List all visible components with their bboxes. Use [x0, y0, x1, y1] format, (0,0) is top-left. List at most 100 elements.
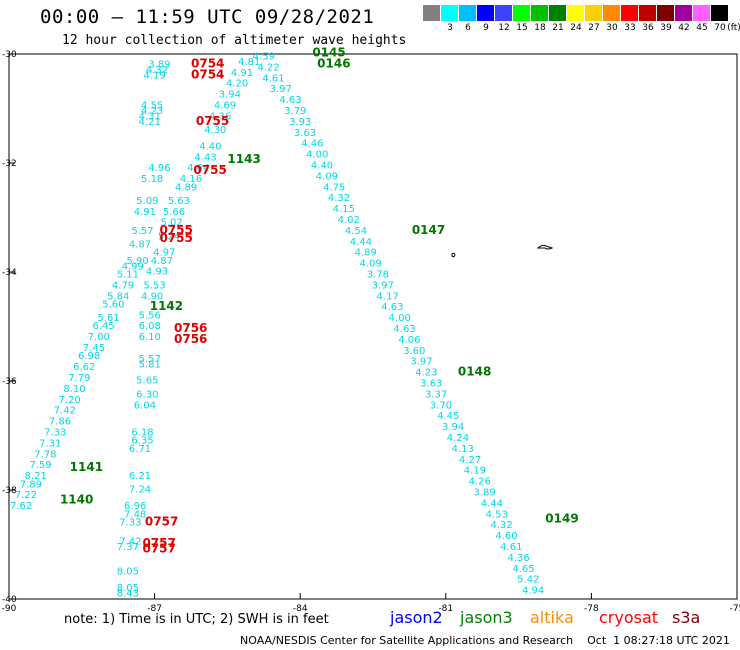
swh-value: 4.96: [148, 163, 170, 174]
swh-value: 4.54: [345, 226, 367, 237]
swh-value: 5.42: [517, 575, 539, 586]
swh-value: 7.00: [88, 332, 110, 343]
swh-value: 3.37: [425, 389, 447, 400]
swh-value: 6.62: [73, 362, 95, 373]
pass-time-label: 0755: [196, 114, 229, 128]
swh-value: 4.27: [459, 455, 481, 466]
swh-value: 7.62: [10, 501, 32, 512]
pass-time-label: 0146: [317, 57, 350, 71]
colorbar-swatch: [711, 5, 729, 21]
pass-time-label: 0754: [191, 57, 224, 71]
swh-value: 3.70: [430, 400, 452, 411]
swh-value: 4.32: [490, 520, 512, 531]
swh-value: 7.45: [83, 343, 105, 354]
swh-value: 7.33: [119, 517, 141, 528]
colorbar-swatch: [531, 5, 549, 21]
swh-value: 4.09: [359, 259, 381, 270]
pass-time-label: 0755: [159, 231, 192, 245]
swh-value: 4.32: [328, 193, 350, 204]
colorbar-label: 30: [606, 23, 618, 33]
swh-value: 6.35: [131, 436, 153, 447]
pass-time-label: 0756: [174, 332, 207, 346]
swh-value: 5.81: [139, 359, 161, 370]
lon-tick-label: -87: [147, 604, 162, 614]
swh-value: 5.18: [141, 174, 163, 185]
swh-value: 6.30: [136, 389, 158, 400]
swh-value: 6.96: [124, 501, 146, 512]
swh-value: 5.02: [160, 218, 182, 229]
swh-value: 4.24: [447, 433, 469, 444]
swh-value: 5.11: [117, 269, 139, 280]
pass-time-label: 0756: [174, 321, 207, 335]
colorbar-label: 15: [516, 23, 528, 33]
swh-value: 4.64: [187, 163, 209, 174]
swh-value: 8.05: [117, 566, 139, 577]
lat-tick-label: -36: [2, 377, 17, 387]
swh-tracks: 4.594.224.613.974.633.793.933.634.464.00…: [10, 51, 544, 599]
pass-time-label: 1140: [60, 493, 93, 507]
island-outline: [536, 244, 554, 250]
swh-value: 4.60: [495, 531, 517, 542]
pass-time-label: 0149: [545, 512, 578, 526]
coastline-islands: [451, 244, 554, 258]
swh-value: 4.87: [129, 239, 151, 250]
swh-value: 6.10: [139, 332, 161, 343]
swh-value: 4.16: [180, 174, 202, 185]
swh-value: 4.65: [512, 564, 534, 575]
swh-value: 4.00: [389, 313, 411, 324]
swh-value: 5.56: [139, 310, 161, 321]
swh-value: 3.93: [289, 117, 311, 128]
swh-value: 4.09: [316, 171, 338, 182]
pass-time-label: 1143: [227, 152, 260, 166]
swh-value: 3.97: [372, 280, 394, 291]
swh-value: 4.61: [500, 542, 522, 553]
swh-value: 5.61: [97, 313, 119, 324]
swh-value: 4.63: [279, 95, 301, 106]
swh-value: 8.10: [63, 384, 85, 395]
swh-value: 3.63: [294, 128, 316, 139]
swh-value: 5.53: [143, 280, 165, 291]
swh-value: 5.65: [136, 376, 158, 387]
lon-tick-label: -75: [730, 604, 740, 614]
swh-value: 6.04: [134, 400, 156, 411]
colorbar-swatch: [567, 5, 585, 21]
map-frame: [8, 53, 738, 600]
colorbar-swatch: [621, 5, 639, 21]
swh-value: 4.55: [141, 101, 163, 112]
pass-time-label: 0757: [145, 514, 178, 528]
swh-value: 4.69: [214, 101, 236, 112]
colorbar-label: 36: [642, 23, 654, 33]
pass-time-label: 0145: [312, 46, 345, 60]
swh-value: 7.42: [54, 406, 76, 417]
swh-value: 4.17: [376, 291, 398, 302]
pass-time-label: 0754: [191, 68, 224, 82]
swh-value: 4.90: [141, 291, 163, 302]
legend-jason3: jason3: [460, 608, 513, 627]
swh-value: 4.53: [486, 509, 508, 520]
swh-value: 4.99: [122, 261, 144, 272]
pass-time-label: 0757: [142, 536, 175, 550]
swh-value: 4.79: [112, 280, 134, 291]
colorbar-label: 70: [714, 23, 726, 33]
swh-value: 7.89: [20, 479, 42, 490]
colorbar-label: 21: [552, 23, 564, 33]
swh-value: 4.02: [338, 215, 360, 226]
swh-value: 7.79: [68, 373, 90, 384]
colorbar-unit: (ft): [727, 23, 740, 33]
legend-altika: altika: [530, 608, 574, 627]
swh-value: 6.18: [131, 428, 153, 439]
colorbar-label: 33: [624, 23, 636, 33]
colorbar-swatch: [549, 5, 567, 21]
colorbar-label: 12: [498, 23, 510, 33]
lat-tick-label: -38: [2, 486, 17, 496]
colorbar-label: 9: [483, 23, 489, 33]
swh-value: 4.75: [323, 182, 345, 193]
swh-value: 4.13: [452, 444, 474, 455]
swh-value: 3.78: [367, 269, 389, 280]
swh-value: 4.63: [393, 324, 415, 335]
swh-value: 4.20: [226, 79, 248, 90]
colorbar-label: 39: [660, 23, 672, 33]
swh-value: 3.60: [403, 346, 425, 357]
swh-value: 6.71: [129, 444, 151, 455]
